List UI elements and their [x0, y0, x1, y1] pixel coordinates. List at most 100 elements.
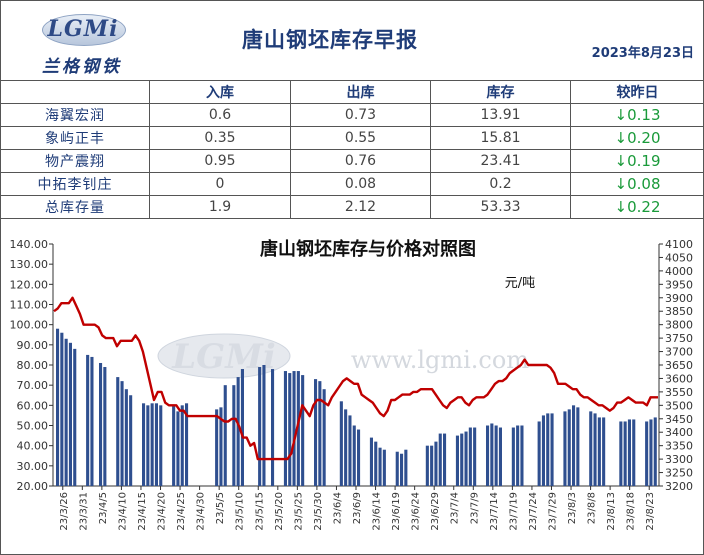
- stock-bar: [348, 415, 352, 486]
- right-tick-label: 4000: [665, 265, 693, 278]
- stock-bar: [129, 395, 133, 486]
- x-tick-label: 23/8/18: [626, 492, 637, 531]
- stock-bar: [546, 413, 550, 486]
- column-header-in: 入库: [149, 80, 291, 104]
- stock-bar: [159, 405, 163, 486]
- x-tick-label: 23/6/19: [391, 492, 402, 531]
- right-tick-label: 3850: [665, 305, 693, 318]
- stock-bar: [176, 411, 180, 486]
- x-tick-label: 23/4/30: [196, 492, 207, 531]
- stock-bar: [649, 419, 653, 486]
- row-in: 1.9: [149, 195, 291, 219]
- stock-price-chart: LGMi www.lgmi.com 唐山钢坯库存与价格对照图 元/吨 20.00…: [10, 238, 694, 531]
- lgmi-logo: LGMi 兰格钢铁: [40, 12, 130, 77]
- row-out: 0.73: [290, 103, 431, 127]
- stock-bar: [124, 389, 128, 486]
- logo-oval-icon: [42, 14, 126, 46]
- chart-watermark: LGMi www.lgmi.com: [157, 333, 529, 379]
- stock-bar: [215, 409, 219, 486]
- stock-bar: [460, 433, 464, 486]
- stock-bar: [541, 415, 545, 486]
- inventory-table: 入库 出库 库存 较昨日 海翼宏润 0.6 0.73 13.91 ↓0.13 象…: [0, 80, 704, 219]
- row-stock: 13.91: [430, 103, 571, 127]
- x-tick-label: 23/6/9: [352, 492, 363, 524]
- right-tick-label: 3600: [665, 372, 693, 385]
- x-tick-label: 23/6/14: [372, 492, 383, 531]
- row-change: ↓0.22: [570, 195, 704, 219]
- stock-bar: [73, 348, 77, 486]
- stock-bar: [572, 405, 576, 486]
- stock-bar: [369, 437, 373, 486]
- table-row: 中拓李钊庄 0 0.08 0.2 ↓0.08: [0, 172, 704, 196]
- right-tick-label: 3800: [665, 319, 693, 332]
- left-tick-label: 40.00: [17, 440, 49, 453]
- stock-bar: [262, 365, 266, 486]
- table-row: 物产震翔 0.95 0.76 23.41 ↓0.19: [0, 149, 704, 173]
- stock-bar: [296, 371, 300, 486]
- stock-bar: [86, 354, 90, 486]
- right-tick-label: 3550: [665, 386, 693, 399]
- row-name: 海翼宏润: [0, 103, 150, 127]
- stock-bar: [455, 435, 459, 486]
- x-tick-label: 23/7/14: [489, 492, 500, 531]
- stock-bar: [494, 425, 498, 486]
- stock-bar: [589, 411, 593, 486]
- row-stock: 15.81: [430, 126, 571, 150]
- left-tick-label: 70.00: [17, 379, 49, 392]
- row-name: 中拓李钊庄: [0, 172, 150, 196]
- stock-bar: [619, 421, 623, 486]
- x-tick-label: 23/3/26: [59, 492, 70, 531]
- right-tick-label: 3750: [665, 332, 693, 345]
- x-tick-label: 23/5/20: [274, 492, 285, 531]
- right-tick-label: 4100: [665, 238, 693, 251]
- right-tick-label: 3350: [665, 440, 693, 453]
- x-tick-label: 23/5/5: [215, 492, 226, 524]
- right-tick-label: 3200: [665, 480, 693, 493]
- x-tick-label: 23/7/9: [469, 492, 480, 524]
- stock-bar: [116, 377, 120, 486]
- x-tick-label: 23/6/24: [411, 492, 422, 531]
- stock-bar: [90, 356, 94, 486]
- stock-bar: [374, 441, 378, 486]
- right-tick-label: 4050: [665, 251, 693, 264]
- stock-bar: [550, 413, 554, 486]
- stock-bar: [511, 427, 515, 486]
- right-tick-label: 3450: [665, 413, 693, 426]
- left-tick-label: 80.00: [17, 359, 49, 372]
- row-out: 0.55: [290, 126, 431, 150]
- row-stock: 23.41: [430, 149, 571, 173]
- stock-bar: [404, 449, 408, 486]
- x-tick-label: 23/4/20: [157, 492, 168, 531]
- stock-bar: [576, 407, 580, 486]
- report-title: 唐山钢坯库存早报: [242, 28, 418, 52]
- column-header: [0, 80, 150, 104]
- logo-chinese-name: 兰格钢铁: [42, 57, 122, 77]
- stock-bar: [271, 369, 275, 486]
- stock-bar: [56, 328, 60, 486]
- row-in: 0: [149, 172, 291, 196]
- right-tick-label: 3650: [665, 359, 693, 372]
- row-stock: 53.33: [430, 195, 571, 219]
- stock-bar: [627, 419, 631, 486]
- stock-bar: [172, 405, 176, 486]
- stock-bar: [468, 427, 472, 486]
- x-tick-label: 23/4/5: [98, 492, 109, 524]
- stock-bar: [99, 362, 103, 486]
- x-tick-label: 23/8/3: [567, 492, 578, 524]
- row-change: ↓0.19: [570, 149, 704, 173]
- row-in: 0.35: [149, 126, 291, 150]
- logo-text: LGMi: [47, 16, 119, 42]
- stock-bar: [219, 407, 223, 486]
- left-tick-label: 50.00: [17, 420, 49, 433]
- stock-bar: [185, 403, 189, 486]
- report-header: LGMi 兰格钢铁 唐山钢坯库存早报 2023年8月23日: [0, 0, 704, 80]
- right-tick-label: 3300: [665, 453, 693, 466]
- stock-bar: [597, 417, 601, 486]
- stock-bar: [567, 409, 571, 486]
- stock-bar: [520, 425, 524, 486]
- stock-bar: [516, 425, 520, 486]
- stock-bar: [344, 409, 348, 486]
- stock-bar: [180, 405, 184, 486]
- right-tick-label: 3900: [665, 292, 693, 305]
- table-row: 总库存量 1.9 2.12 53.33 ↓0.22: [0, 195, 704, 219]
